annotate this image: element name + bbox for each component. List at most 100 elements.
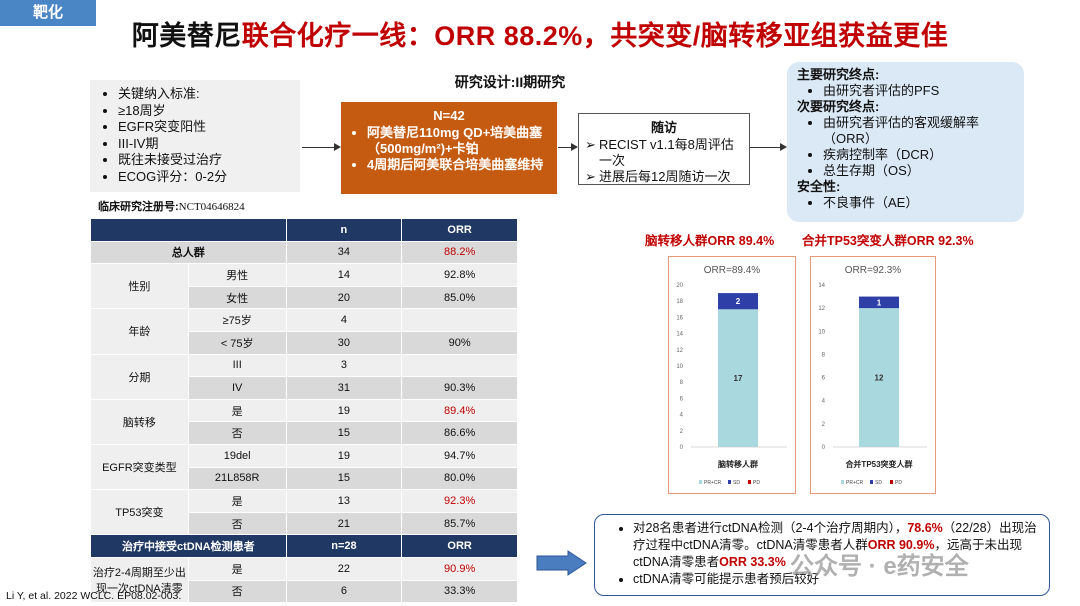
table-row: 否 6 33.3% bbox=[91, 579, 518, 604]
citation: Li Y, et al. 2022 WCLC. EP08.02-003. bbox=[6, 590, 182, 602]
secondary-endpoint-list: 由研究者评估的客观缓解率（ORR）疾病控制率（DCR）总生存期（OS） bbox=[787, 115, 1024, 179]
subgroup-orr: 86.6% bbox=[401, 421, 518, 445]
title-drug: 阿美替尼 bbox=[131, 21, 242, 51]
summary-box: 对28名患者进行ctDNA检测（2-4个治疗周期内），78.6%（22/28）出… bbox=[594, 514, 1050, 596]
title-result: 联合化疗一线：ORR 88.2%，共突变/脑转移亚组获益更佳 bbox=[241, 21, 949, 51]
subgroup-n: 6 bbox=[285, 579, 403, 604]
y-tick-label: 18 bbox=[676, 299, 683, 305]
subgroup-n: 14 bbox=[285, 263, 403, 287]
ctdna-group-label: 治疗2-4周期至少出现一次ctDNA清零 bbox=[90, 556, 189, 604]
watermark: 公众号 · e药安全 bbox=[790, 553, 969, 580]
subgroup-label: 否 bbox=[187, 579, 287, 604]
chart-2: ORR=92.3% 0 2 4 6 8 10 12 14 12 1 合并TP53突变人群 PR+CR SD… bbox=[818, 265, 927, 486]
subgroup-orr: 85.7% bbox=[401, 511, 518, 536]
criteria-item: ECOG评分：0-2分 bbox=[118, 169, 300, 186]
table-row: EGFR突变类型 19del 19 94.7% bbox=[90, 443, 518, 491]
subgroup-label: ≥75岁 bbox=[187, 308, 287, 332]
subgroup-orr: 90.3% bbox=[401, 376, 518, 400]
summary-arrow bbox=[536, 550, 587, 576]
primary-endpoint-list: 由研究者评估的PFS bbox=[787, 83, 1024, 99]
group-label: 年龄 bbox=[90, 308, 189, 355]
legend-label: PR+CR bbox=[846, 480, 863, 486]
ctdna-header-label: 治疗中接受ctDNA检测患者 bbox=[90, 534, 287, 558]
design-label: 研究设计:II期研究 bbox=[454, 74, 566, 90]
table-row: 否 15 86.6% bbox=[91, 421, 518, 445]
chart-1-heading: 脑转移人群ORR 89.4% bbox=[645, 234, 775, 248]
followup-box: 随访 ➢ RECIST v1.1每8周评估一次 ➢ 进展后每12周随访一次 bbox=[578, 113, 750, 185]
y-tick-label: 20 bbox=[676, 283, 683, 289]
y-tick-label: 8 bbox=[680, 380, 684, 386]
treatment-n: N=42 bbox=[433, 108, 465, 123]
arrowhead-3 bbox=[780, 143, 787, 151]
legend-label: SD bbox=[875, 480, 882, 486]
ctdna-header-row: 治疗中接受ctDNA检测患者 n=28 ORR bbox=[90, 534, 518, 558]
arrowhead-2 bbox=[571, 143, 578, 151]
subgroup-orr: 92.8% bbox=[401, 263, 518, 287]
registration-label: 临床研究注册号: bbox=[98, 201, 179, 213]
registration-number: 临床研究注册号:NCT04646824 bbox=[98, 198, 245, 214]
treatment-box: N=42 阿美替尼110mg QD+培美曲塞（500mg/m²)+卡铂4周期后阿… bbox=[341, 102, 557, 194]
subgroup-orr: 33.3% bbox=[401, 579, 518, 604]
criteria-list: 关键纳入标准:≥18周岁EGFR突变阳性III-IV期既往未接受过治疗ECOG评… bbox=[90, 86, 300, 185]
chart-1: ORR=89.4% 0 2 4 6 8 10 12 14 16 18 20 17 2 脑转移人群 PR+CR S… bbox=[676, 265, 787, 486]
subgroup-n: 31 bbox=[285, 376, 403, 400]
subgroup-label: 否 bbox=[187, 421, 287, 445]
followup-list: ➢ RECIST v1.1每8周评估一次 ➢ 进展后每12周随访一次 bbox=[579, 137, 749, 185]
y-tick-label: 14 bbox=[818, 283, 825, 289]
arrow-line-3 bbox=[750, 147, 780, 148]
ctdna-header-orr: ORR bbox=[401, 534, 518, 558]
arrow-bullet-icon: ➢ bbox=[585, 137, 596, 152]
subgroup-orr: 92.3% bbox=[401, 489, 518, 513]
chart-1-frame: ORR=89.4% 0 2 4 6 8 10 12 14 16 18 20 17 2 脑转移人群 PR+CR S… bbox=[668, 256, 796, 494]
subgroup-orr bbox=[401, 353, 518, 378]
header-orr: ORR bbox=[401, 218, 518, 242]
y-tick-label: 6 bbox=[680, 396, 684, 402]
subgroup-label: 是 bbox=[187, 489, 287, 513]
legend-swatch bbox=[870, 480, 873, 484]
subgroup-n: 19 bbox=[285, 443, 403, 468]
subgroup-label: III bbox=[187, 353, 287, 378]
safety-list: 不良事件（AE） bbox=[787, 195, 1024, 211]
legend-swatch bbox=[728, 480, 731, 484]
treatment-item: 4周期后阿美联合培美曲塞维持 bbox=[367, 157, 551, 173]
y-tick-label: 16 bbox=[676, 315, 683, 321]
legend-label: PD bbox=[753, 480, 760, 486]
followup-item: ➢ 进展后每12周随访一次 bbox=[585, 169, 731, 184]
subgroup-orr: 80.0% bbox=[401, 466, 518, 491]
summary-highlight-3: ORR 33.3% bbox=[719, 555, 786, 569]
subgroup-n: 13 bbox=[285, 489, 403, 513]
subgroup-n: 15 bbox=[285, 466, 403, 491]
criteria-item: III-IV期 bbox=[118, 136, 300, 153]
subgroup-n: 3 bbox=[285, 353, 403, 378]
legend-swatch bbox=[699, 480, 702, 484]
y-tick-label: 4 bbox=[822, 399, 826, 405]
summary-highlight-1: 78.6% bbox=[907, 521, 943, 535]
subgroup-n: 4 bbox=[285, 308, 403, 332]
subgroup-n: 21 bbox=[285, 511, 403, 536]
subgroup-orr: 90% bbox=[401, 330, 518, 355]
category-label: 脑转移人群 bbox=[717, 459, 758, 469]
slide-title: 阿美替尼联合化疗一线：ORR 88.2%，共突变/脑转移亚组获益更佳 bbox=[0, 14, 1080, 53]
subgroup-orr: 89.4% bbox=[401, 398, 518, 423]
subgroup-label: IV bbox=[187, 376, 287, 400]
total-orr: 88.2% bbox=[401, 240, 518, 265]
treatment-item: 阿美替尼110mg QD+培美曲塞（500mg/m²)+卡铂 bbox=[367, 125, 551, 157]
subgroup-label: 否 bbox=[187, 511, 287, 536]
group-label: EGFR突变类型 bbox=[90, 443, 189, 491]
data-label: 2 bbox=[736, 297, 741, 306]
table-row: TP53突变是 13 92.3% bbox=[90, 489, 518, 536]
arrow-bullet-icon: ➢ bbox=[585, 169, 596, 184]
subgroup-n: 19 bbox=[285, 398, 403, 423]
y-tick-label: 2 bbox=[680, 429, 684, 435]
criteria-item: 关键纳入标准: bbox=[118, 86, 300, 103]
bar-segment-prcr bbox=[718, 309, 758, 447]
inclusion-criteria-box: 关键纳入标准:≥18周岁EGFR突变阳性III-IV期既往未接受过治疗ECOG评… bbox=[90, 80, 300, 192]
endpoints-box: 主要研究终点: 由研究者评估的PFS 次要研究终点: 由研究者评估的客观缓解率（… bbox=[787, 62, 1024, 222]
bar-segment-sd bbox=[718, 293, 758, 310]
table-row: 年龄 ≥75岁 4 bbox=[90, 308, 518, 355]
chart-2-frame: ORR=92.3% 0 2 4 6 8 10 12 14 12 1 合并TP53突变人群 PR+CR SD… bbox=[810, 256, 936, 494]
arrow-line-1 bbox=[302, 147, 334, 148]
subgroup-n: 15 bbox=[285, 421, 403, 445]
header-n: n bbox=[285, 218, 403, 242]
table-row: 性别 男性 14 92.8% bbox=[90, 263, 518, 310]
